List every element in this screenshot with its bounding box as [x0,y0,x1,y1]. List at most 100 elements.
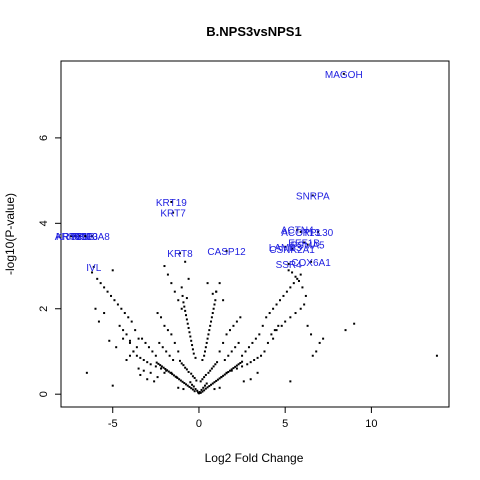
data-point [237,341,240,344]
data-point [103,312,106,315]
data-point [291,271,294,274]
data-point [206,337,209,340]
data-point [177,299,180,302]
data-point [315,350,318,353]
data-point [201,378,204,381]
data-point [218,377,221,380]
data-point [285,290,288,293]
data-point [218,386,221,389]
y-tick-label: 6 [38,135,50,141]
gene-label: IVL [86,263,101,274]
data-point [201,390,204,393]
data-point [207,371,210,374]
data-point [270,333,273,336]
data-point [235,367,238,370]
labeled-point [291,247,294,250]
data-point [147,346,150,349]
data-point [128,341,131,344]
data-point [158,341,161,344]
data-point [197,391,200,394]
data-point [157,362,160,365]
gene-label: KRT15 [56,232,87,243]
gene-label: EEF1B [288,239,320,250]
data-point [195,379,198,382]
data-point [205,382,208,385]
gene-label: MAGOH [325,70,363,81]
data-point [279,299,282,302]
data-point [303,303,306,306]
data-point [171,373,174,376]
data-point [180,286,183,289]
data-point [184,366,187,369]
data-point [244,350,247,353]
data-point [222,374,225,377]
data-points [85,260,438,395]
data-point [191,383,194,386]
data-point [185,314,188,317]
labeled-point [84,235,87,238]
labeled-point [316,230,319,233]
data-point [203,354,206,357]
data-point [193,376,196,379]
data-point [261,324,264,327]
data-point [241,360,244,363]
data-point [180,307,183,310]
data-point [273,329,276,332]
data-point [275,303,278,306]
data-point [222,341,225,344]
data-point [230,369,233,372]
data-point [188,331,191,334]
data-point [170,333,173,336]
data-point [239,316,242,319]
data-point [156,312,159,315]
data-point [134,329,137,332]
data-point [146,361,149,364]
data-point [230,350,233,353]
data-point [169,371,172,374]
data-point [209,324,212,327]
data-point [202,386,205,389]
y-tick-label: 4 [38,220,50,226]
data-point [168,354,171,357]
data-point [128,339,131,342]
labeled-point [303,241,306,244]
labeled-point [91,235,94,238]
data-point [435,354,438,357]
data-point [177,350,180,353]
labeled-point [287,262,290,265]
data-point [160,367,163,370]
data-point [163,324,166,327]
data-point [256,371,259,374]
gene-label: ACOT13 [281,228,320,239]
data-point [228,369,231,372]
data-point [207,333,210,336]
labeled-point [178,252,181,255]
data-point [120,307,123,310]
data-point [170,282,173,285]
x-tick-label: 10 [365,418,377,430]
data-point [155,361,158,364]
data-point [190,339,193,342]
labeled-point [311,194,314,197]
data-point [272,307,275,310]
data-point [191,388,194,391]
data-point [282,294,285,297]
data-point [187,277,190,280]
data-point [277,324,280,327]
data-point [266,341,269,344]
data-point [232,367,235,370]
data-point [200,388,203,391]
data-point [216,378,219,381]
data-point [185,383,188,386]
chart-title: B.NPS3vsNPS1 [206,24,301,39]
data-point [215,290,218,293]
gene-label: CASP12 [207,247,246,258]
data-point [188,385,191,388]
data-point [191,375,194,378]
data-point [214,299,217,302]
labeled-point [284,245,287,248]
data-point [225,333,228,336]
data-point [209,369,212,372]
